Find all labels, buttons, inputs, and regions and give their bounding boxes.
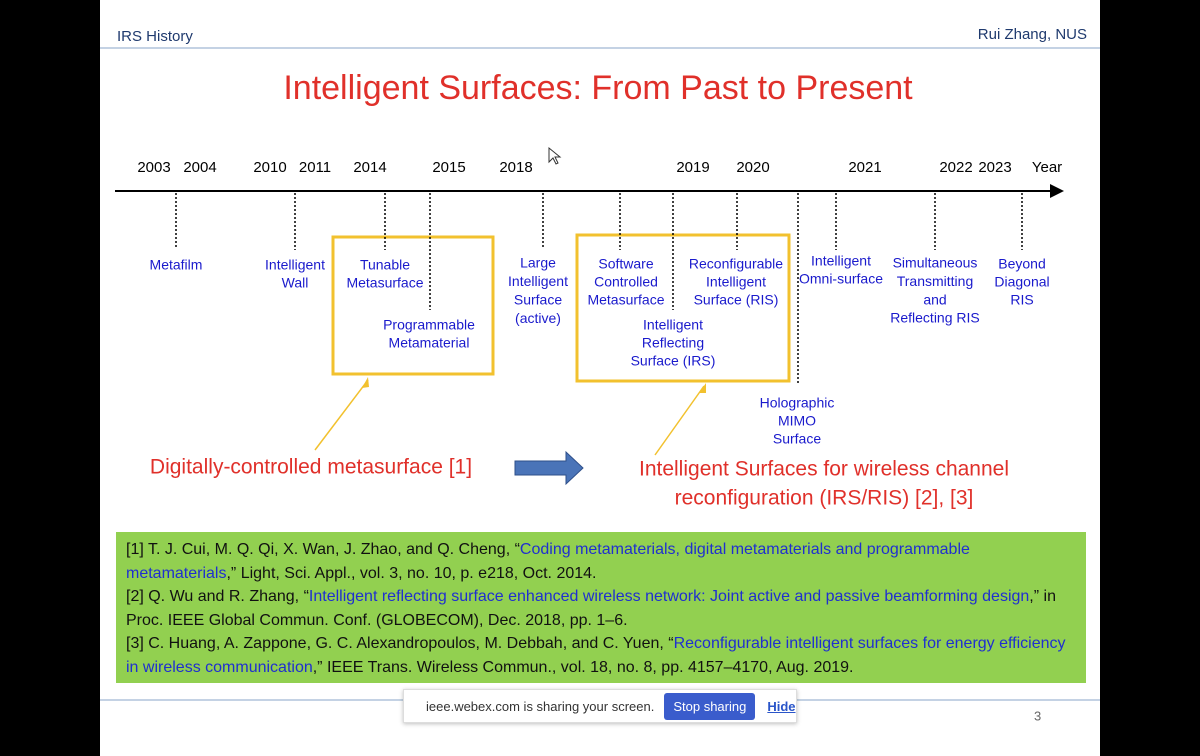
annotation-right: reconfiguration (IRS/RIS) [2], [3] [675,487,974,510]
axis-label: Year [1032,159,1062,176]
year-label: 2020 [736,159,769,176]
event-label: Metasurface [587,292,664,308]
year-label: 2014 [353,159,386,176]
event-label: Surface (RIS) [694,292,779,308]
event-label: Omni-surface [799,271,883,287]
transition-arrow [514,450,584,486]
pointer-head [699,383,706,393]
slide-title: Intelligent Surfaces: From Past to Prese… [283,69,913,107]
event-label: and [923,291,946,307]
year-label: 2004 [183,159,216,176]
event-label: Diagonal [994,274,1049,290]
group-box [575,233,791,383]
event-label: Metamaterial [389,335,470,351]
reference-prefix: [2] Q. Wu and R. Zhang, “ [126,588,309,605]
event-label: Reflecting RIS [890,310,979,326]
year-label: 2022 [939,159,972,176]
event-label: Intelligent [811,253,871,269]
event-label: MIMO [778,413,816,429]
hide-link[interactable]: Hide [767,698,796,714]
annotation-left: Digitally-controlled metasurface [1] [150,456,472,479]
event-label: Metafilm [150,257,203,273]
year-label: 2003 [137,159,170,176]
reference: [3] C. Huang, A. Zappone, G. C. Alexandr… [126,632,1076,679]
event-label: Surface [514,292,562,308]
year-label: 2015 [432,159,465,176]
share-bar: ieee.webex.com is sharing your screen. S… [403,689,797,723]
reference-prefix: [1] T. J. Cui, M. Q. Qi, X. Wan, J. Zhao… [126,541,520,558]
year-label: 2018 [499,159,532,176]
year-label: 2010 [253,159,286,176]
event-label: Beyond [998,256,1045,272]
mouse-cursor [548,146,562,165]
event-label: (active) [515,310,561,326]
reference-link[interactable]: Coding metamaterials, digital metamateri… [126,541,970,582]
stop-sharing-button[interactable]: Stop sharing [664,692,756,720]
pointer-line [314,379,369,451]
header-left: IRS History [117,28,193,45]
event-label: RIS [1010,292,1033,308]
event-label: Reflecting [642,335,704,351]
references: [1] T. J. Cui, M. Q. Qi, X. Wan, J. Zhao… [116,532,1086,683]
event-label: Surface [773,431,821,447]
reference-suffix: ,” in Proc. IEEE Global Commun. Conf. (G… [126,588,1056,629]
event-label: Tunable [360,257,410,273]
event-label: Controlled [594,274,658,290]
event-label: Reconfigurable [689,256,783,272]
reference: [2] Q. Wu and R. Zhang, “Intelligent ref… [126,585,1076,632]
annotation-right: Intelligent Surfaces for wireless channe… [639,458,1009,481]
event-label: Intelligent [706,274,766,290]
event-label: Transmitting [897,273,974,289]
axis-arrowhead [1050,184,1064,198]
event-label: Software [598,256,653,272]
reference-prefix: [3] C. Huang, A. Zappone, G. C. Alexandr… [126,635,674,652]
event-label: Programmable [383,317,475,333]
event-label: Intelligent [508,273,568,289]
reference-suffix: ,” Light, Sci. Appl., vol. 3, no. 10, p.… [226,564,597,582]
reference-link[interactable]: Intelligent reflecting surface enhanced … [308,588,1030,605]
pointer-line [654,385,705,456]
group-box [331,235,495,376]
year-label: 2011 [299,159,331,176]
header-right: Rui Zhang, NUS [978,26,1087,43]
share-message: ieee.webex.com is sharing your screen. [426,698,655,714]
reference-link[interactable]: Reconfigurable intelligent surfaces for … [126,635,1066,676]
event-label: Intelligent [643,317,703,333]
year-label: 2019 [676,159,709,176]
year-label: 2021 [848,159,881,176]
pointer-head [362,377,369,388]
reference: [1] T. J. Cui, M. Q. Qi, X. Wan, J. Zhao… [126,538,1076,585]
event-label: Surface (IRS) [631,353,716,369]
event-label: Simultaneous [893,255,978,271]
event-label: Large [520,255,556,271]
year-label: 2023 [978,159,1011,176]
event-label: Wall [282,275,309,291]
event-label: Intelligent [265,257,325,273]
page-number: 3 [1034,708,1041,723]
reference-suffix: ,” IEEE Trans. Wireless Commun., vol. 18… [312,658,854,676]
event-label: Holographic [760,395,835,411]
event-label: Metasurface [346,275,423,291]
